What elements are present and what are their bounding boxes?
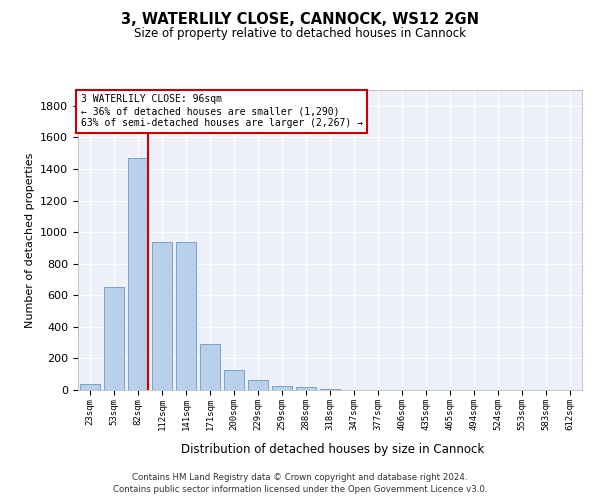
Y-axis label: Number of detached properties: Number of detached properties xyxy=(25,152,35,328)
Bar xyxy=(296,387,316,390)
Text: Distribution of detached houses by size in Cannock: Distribution of detached houses by size … xyxy=(181,442,485,456)
Text: Contains HM Land Registry data © Crown copyright and database right 2024.: Contains HM Land Registry data © Crown c… xyxy=(132,472,468,482)
Bar xyxy=(104,288,124,390)
Text: 3, WATERLILY CLOSE, CANNOCK, WS12 2GN: 3, WATERLILY CLOSE, CANNOCK, WS12 2GN xyxy=(121,12,479,28)
Bar xyxy=(152,242,172,390)
Bar xyxy=(248,380,268,390)
Bar xyxy=(128,158,148,390)
Bar xyxy=(80,384,100,390)
Bar xyxy=(176,242,196,390)
Bar xyxy=(224,370,244,390)
Text: Contains public sector information licensed under the Open Government Licence v3: Contains public sector information licen… xyxy=(113,485,487,494)
Text: Size of property relative to detached houses in Cannock: Size of property relative to detached ho… xyxy=(134,28,466,40)
Bar xyxy=(272,386,292,390)
Bar xyxy=(320,389,340,390)
Text: 3 WATERLILY CLOSE: 96sqm
← 36% of detached houses are smaller (1,290)
63% of sem: 3 WATERLILY CLOSE: 96sqm ← 36% of detach… xyxy=(80,94,362,128)
Bar xyxy=(200,344,220,390)
